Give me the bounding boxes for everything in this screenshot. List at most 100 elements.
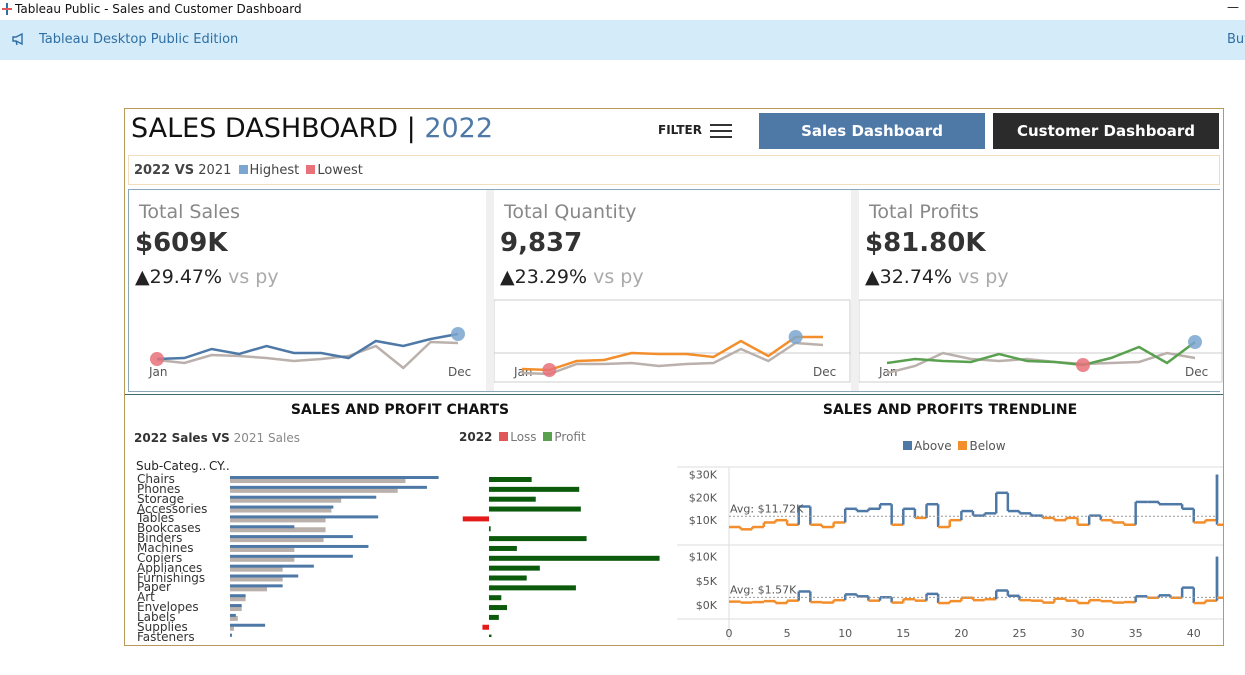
kpi-arrow: ▲ — [135, 266, 150, 288]
subcategory-header: Sub-Categ.. CY.. — [136, 459, 230, 473]
sparkline-frame — [494, 299, 851, 383]
kpi-arrow: ▲ — [500, 266, 515, 288]
x-tick-label: 35 — [1129, 627, 1143, 640]
kpi-label: Total Quantity — [504, 201, 637, 223]
kpi-separator — [486, 190, 494, 391]
py-sales-bar — [230, 517, 326, 523]
below-swatch — [958, 441, 968, 450]
trend-legend-below: Below — [969, 439, 1006, 453]
megaphone-icon — [12, 32, 23, 46]
bars-legend-py: 2021 Sales — [233, 431, 300, 445]
kpi-change: ▲29.47% vs py — [135, 266, 279, 288]
cy-sales-bar — [230, 495, 377, 499]
profit-loss-chart — [462, 477, 660, 637]
filter-button[interactable]: FILTER — [658, 123, 732, 138]
profit-bar — [489, 545, 517, 551]
dashboard: SALES DASHBOARD | 2022 FILTER Sales Dash… — [124, 108, 1224, 646]
profit-swatch — [543, 432, 553, 441]
buy-link[interactable]: Buy — [1227, 32, 1245, 47]
loss-swatch — [499, 432, 509, 441]
cy-sales-bar — [230, 594, 246, 598]
kpi-sparkline — [150, 327, 465, 370]
py-sales-bar — [230, 537, 324, 543]
sales-tick-label: $10K — [689, 514, 718, 527]
sales-tick-label: $30K — [689, 469, 718, 482]
highest-marker — [1188, 335, 1202, 349]
py-sales-bar — [230, 586, 268, 592]
kpi-change: ▲23.29% vs py — [500, 266, 644, 288]
x-tick-label: 5 — [784, 627, 791, 640]
sales-dashboard-button[interactable]: Sales Dashboard — [759, 113, 985, 149]
category-label: Supplies — [137, 619, 188, 634]
loss-bar — [462, 516, 489, 522]
kpi-pct: 23.29% — [514, 266, 588, 288]
cy-series-line — [886, 341, 1196, 367]
sales-bar-chart: ↓↓↓ — [230, 476, 439, 637]
cy-series-line — [521, 335, 823, 372]
cy-sales-bar — [230, 623, 266, 627]
sales-tick-label: $20K — [689, 491, 718, 504]
profit-tick-label: $0K — [696, 599, 718, 612]
legend-cy: 2022 VS — [134, 163, 195, 178]
window-title: Tableau Public - Sales and Customer Dash… — [15, 2, 302, 16]
highest-marker — [451, 327, 465, 341]
sparkline-frame — [859, 299, 1223, 383]
cy-sales-bar — [230, 505, 334, 509]
category-label: Binders — [137, 531, 183, 546]
above-swatch — [903, 441, 912, 450]
cy-sales-bar — [230, 564, 314, 568]
category-label: Labels — [137, 609, 176, 624]
profit-tick-label: $5K — [696, 575, 718, 588]
cy-col[interactable]: CY.. — [209, 459, 230, 473]
title-year: 2022 — [424, 113, 494, 144]
py-sales-bar — [230, 576, 283, 582]
profit-bar — [489, 565, 540, 571]
category-label: Art — [137, 590, 155, 605]
profit-bar — [489, 506, 581, 512]
kpi-sparkline — [859, 299, 1223, 383]
x-tick-label: 40 — [1187, 627, 1201, 640]
dashboard-title: SALES DASHBOARD | 2022 — [131, 113, 647, 151]
edition-banner: Tableau Desktop Public Edition Buy — [0, 20, 1245, 60]
cy-sales-bar — [230, 633, 232, 637]
subcategory-col[interactable]: Sub-Categ.. — [136, 459, 207, 473]
kpi-vs: vs py — [593, 266, 644, 288]
customer-dashboard-button[interactable]: Customer Dashboard — [993, 113, 1219, 149]
highest-marker — [788, 330, 803, 344]
profit-avg-label: Avg: $1.57K — [730, 583, 797, 596]
x-tick-label: 15 — [896, 627, 910, 640]
py-series-line — [156, 340, 459, 370]
category-label: Tables — [137, 511, 175, 526]
profit-bar — [489, 486, 580, 492]
bars-section-title: SALES AND PROFIT CHARTS — [290, 402, 510, 418]
kpi-arrow: ▲ — [865, 266, 880, 288]
cy-sales-bar — [230, 544, 369, 548]
category-label: Storage — [137, 491, 184, 506]
profit-bar — [489, 614, 499, 620]
kpi-value: $81.80K — [865, 228, 986, 258]
pl-legend-profit: Profit — [554, 430, 586, 444]
hamburger-icon — [710, 124, 732, 138]
kpi-pct: 29.47% — [149, 266, 223, 288]
legend-highest: Highest — [249, 163, 300, 178]
sales-avg-label: Avg: $11.72K — [730, 502, 804, 515]
bars-legend: 2022 Sales VS 2021 Sales — [134, 431, 300, 445]
month-end: Dec — [813, 365, 837, 379]
cy-series-line — [156, 332, 459, 361]
comparison-legend: 2022 VS 2021 Highest Lowest — [128, 155, 1220, 185]
cy-sales-bar — [230, 525, 295, 529]
title-separator: | — [406, 113, 416, 144]
cy-sales-bar — [230, 584, 283, 588]
kpi-vs: vs py — [958, 266, 1009, 288]
legend-highest-swatch — [238, 165, 248, 174]
category-label: Envelopes — [137, 600, 199, 615]
py-sales-bar — [230, 546, 295, 552]
category-label: Accessories — [137, 501, 208, 516]
kpi-separator — [851, 190, 859, 391]
category-label: Chairs — [137, 472, 175, 486]
py-sales-bar — [230, 527, 326, 533]
month-start: Jan — [149, 365, 168, 379]
minimize-button[interactable]: — — [1227, 0, 1239, 14]
kpi-value: $609K — [135, 228, 228, 258]
category-label: Furnishings — [137, 570, 206, 585]
